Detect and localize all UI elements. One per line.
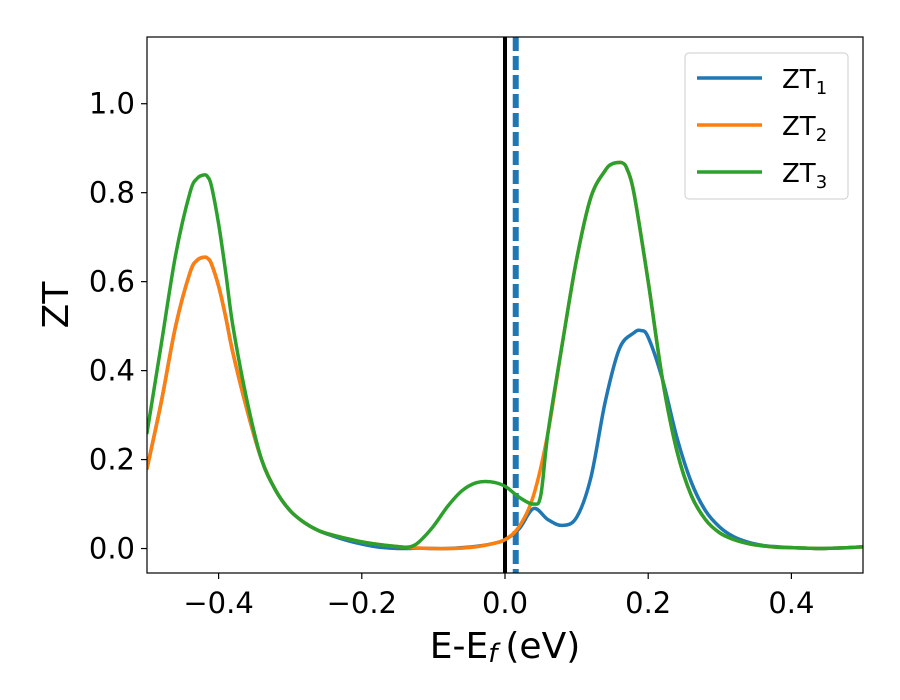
x-tick-label: 0.0 <box>482 586 528 620</box>
x-tick-label: −0.2 <box>327 586 397 620</box>
series-line-zt3 <box>147 160 863 551</box>
legend: ZT1 ZT2 ZT3 <box>684 52 849 200</box>
x-axis: −0.4 −0.2 0.0 0.2 0.4 <box>183 573 814 620</box>
y-tick-label: 0.2 <box>89 443 135 477</box>
x-tick-label: 0.2 <box>625 586 671 620</box>
y-tick-label: 0.8 <box>89 176 135 210</box>
x-axis-label-unit: (eV) <box>505 626 580 667</box>
x-axis-label-main: E-E <box>430 626 488 667</box>
y-tick-label: 0.4 <box>89 354 135 388</box>
y-tick-label: 0.6 <box>89 265 135 299</box>
y-tick-label: 0.0 <box>89 532 135 566</box>
legend-label-zt1: ZT1 <box>782 65 827 99</box>
x-axis-label: E-Ef (eV) <box>430 626 581 669</box>
y-tick-label: 1.0 <box>89 87 135 121</box>
legend-frame <box>684 52 849 200</box>
y-axis-label: ZT <box>36 281 77 329</box>
legend-label-zt3: ZT3 <box>782 159 827 193</box>
y-axis: 0.0 0.2 0.4 0.6 0.8 1.0 <box>89 87 147 566</box>
x-tick-label: 0.4 <box>768 586 814 620</box>
series-layer <box>147 160 863 551</box>
reference-lines <box>503 37 519 573</box>
legend-label-zt2: ZT2 <box>782 112 827 146</box>
x-tick-label: −0.4 <box>183 586 253 620</box>
